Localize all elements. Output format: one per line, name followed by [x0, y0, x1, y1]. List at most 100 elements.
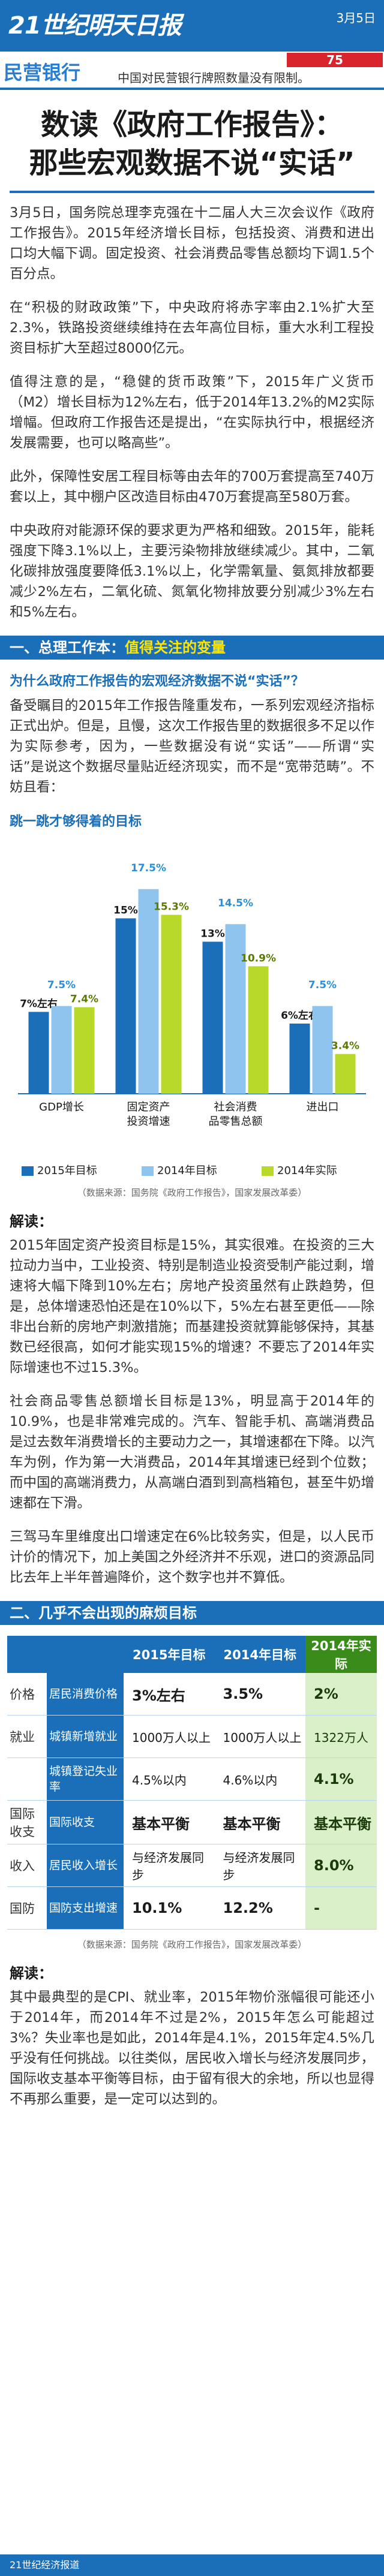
table-header-row: 2015年目标 2014年目标 2014年实际 [7, 1636, 377, 1673]
analysis-paragraph: 社会商品零售总额增长目标是13%，明显高于2014年的10.9%，也是非常难完成… [10, 1394, 374, 1511]
section-1-subheading: 为什么政府工作报告的宏观经济数据不说“实话”？ [10, 674, 304, 689]
value-2014-target: 3.5% [214, 1673, 305, 1716]
section-1-prefix: 一、总理工作本： [10, 639, 125, 656]
value-2014-target: 4.6%以内 [214, 1758, 305, 1801]
analysis-2-heading: 解读： [10, 1965, 53, 1982]
intro-paragraph: 在“积极的财政政策”下，中央政府将赤字率由2.1%扩大至2.3%，铁路投资继续维… [10, 300, 374, 356]
ad-text: 中国对民营银行牌照数量没有限制。 [118, 71, 310, 85]
value-2014-actual: - [305, 1886, 377, 1930]
bar [51, 1006, 72, 1094]
data-label: 7.5% [47, 979, 76, 991]
bar [74, 1007, 95, 1094]
value-2015-target: 10.1% [124, 1886, 215, 1930]
category-label: 固定资产投资增速 [127, 1101, 170, 1128]
value-2014-target: 12.2% [214, 1886, 305, 1930]
legend-2014-actual: 2014年实际 [262, 1162, 337, 1178]
chart-heading: 跳一跳才够得着的目标 [10, 814, 142, 829]
chart-svg: 7%左右 7.5% 7.4% GDP增长 15% 17.5% 15.3% 固定资产投资增速 13… [18, 862, 366, 1128]
bar [312, 1006, 333, 1094]
category-label: 进出口 [307, 1101, 339, 1114]
legend-label: 2015年目标 [37, 1164, 97, 1177]
data-label: 7.5% [308, 979, 337, 991]
table-row: 价格 居民消费价格 3%左右 3.5% 2% [7, 1673, 377, 1716]
row-item: 国际收支 [47, 1800, 124, 1844]
table-header-2014-target: 2014年目标 [214, 1636, 305, 1673]
analysis-paragraph: 2015年固定资产投资目标是15%，其实很难。在投资的三大拉动力当中，工业投资、… [10, 1238, 374, 1376]
title-line-2: 那些宏观数据不说“实话” [29, 146, 355, 180]
bar [138, 889, 159, 1094]
value-2014-target: 基本平衡 [214, 1800, 305, 1844]
value-2014-actual: 基本平衡 [305, 1800, 377, 1844]
legend-2015-target: 2015年目标 [22, 1162, 97, 1178]
table-row: 收入 居民收入增长 与经济发展同步 与经济发展同步 8.0% [7, 1844, 377, 1887]
row-category: 国际收支 [7, 1800, 47, 1844]
ad-banner: 民营银行 75 中国对民营银行牌照数量没有限制。 [0, 52, 384, 90]
value-2014-actual: 1322万人 [305, 1715, 377, 1758]
table-row: 就业 城镇新增就业 1000万人以上 1000万人以上 1322万人 [7, 1715, 377, 1758]
data-label: 7%左右 [20, 998, 58, 1010]
section-2-heading: 二、几乎不会出现的麻烦目标 [0, 1601, 384, 1625]
table-row: 国际收支 国际收支 基本平衡 基本平衡 基本平衡 [7, 1800, 377, 1844]
page-footer: 21世纪经济报道 [0, 2554, 384, 2576]
data-label: 15.3% [154, 901, 189, 913]
title-line-1: 数读《政府工作报告》： [40, 108, 343, 142]
issue-date: 3月5日 [336, 11, 376, 25]
newspaper-brand: 21世纪明天日报 [8, 12, 182, 40]
section-2-prefix: 二、几乎不会出现的麻烦目标 [10, 1605, 197, 1621]
data-label: 7.4% [70, 994, 98, 1006]
row-category: 价格 [7, 1673, 47, 1716]
row-item: 城镇新增就业 [47, 1715, 124, 1758]
data-label: 6%左右 [281, 1009, 319, 1022]
bar [115, 918, 136, 1094]
row-item: 居民消费价格 [47, 1673, 124, 1716]
row-item: 国防支出增速 [47, 1886, 124, 1930]
row-category [7, 1758, 47, 1801]
section-1-text: 备受瞩目的2015年工作报告隆重发布，一系列宏观经济指标正式出炉。但是，且慢，这… [10, 698, 374, 795]
value-2014-target: 与经济发展同步 [214, 1844, 305, 1887]
intro-paragraph: 3月5日，国务院总理李克强在十二届人大三次会议作《政府工作报告》。2015年经济… [10, 205, 374, 282]
analysis-paragraph: 三驾马车里维度出口增速定在6%比较务实，但是，以人民币计价的情况下，加上美国之外… [10, 1529, 374, 1585]
legend-2014-target: 2014年目标 [142, 1162, 217, 1178]
intro-paragraph: 此外，保障性安居工程目标等由去年的700万套提高至740万套以上，其中棚户区改造… [10, 469, 374, 505]
legend-label: 2014年实际 [277, 1164, 337, 1177]
table-row: 城镇登记失业率 4.5%以内 4.6%以内 4.1% [7, 1758, 377, 1801]
bar [202, 941, 223, 1094]
value-2014-target: 1000万人以上 [214, 1715, 305, 1758]
article-title: 数读《政府工作报告》： 那些宏观数据不说“实话” [0, 90, 384, 188]
analysis-1-heading: 解读： [10, 1213, 53, 1230]
intro-paragraph: 值得注意的是，“稳健的货币政策”下，2015年广义货币（M2）增长目标为12%左… [10, 374, 374, 451]
bar-chart: 7%左右 7.5% 7.4% GDP增长 15% 17.5% 15.3% 固定资产投资增速 13… [6, 836, 378, 1160]
category-label: 社会消费品零售总额 [209, 1101, 263, 1128]
bar [335, 1054, 356, 1094]
title-divider [10, 191, 374, 193]
row-category: 国防 [7, 1886, 47, 1930]
table-header-cell [47, 1636, 124, 1673]
table-row: 国防 国防支出增速 10.1% 12.2% - [7, 1886, 377, 1930]
bar [289, 1024, 310, 1094]
value-2015-target: 4.5%以内 [124, 1758, 215, 1801]
table-body: 价格 居民消费价格 3%左右 3.5% 2% 就业 城镇新增就业 1000万人以上 1000万人… [7, 1673, 377, 1930]
analysis-2-paragraph: 其中最典型的是CPI、就业率，2015年物价涨幅很可能还小于2014年，而201… [10, 1990, 374, 2107]
table-source: （数据来源：国务院《政府工作报告》，国家发展改革委） [77, 1939, 307, 1950]
row-category: 收入 [7, 1844, 47, 1887]
value-2015-target: 基本平衡 [124, 1800, 215, 1844]
data-label: 17.5% [131, 862, 166, 874]
data-label: 10.9% [241, 952, 276, 964]
table-header-cell [7, 1636, 47, 1673]
newspaper-header: 21世纪明天日报 3月5日 [0, 0, 384, 52]
targets-table: 2015年目标 2014年目标 2014年实际 价格 居民消费价格 3%左右 3.5%… [7, 1636, 377, 1930]
value-2015-target: 3%左右 [124, 1673, 215, 1716]
legend-label: 2014年目标 [157, 1164, 217, 1177]
table-header-2015-target: 2015年目标 [124, 1636, 215, 1673]
data-label: 14.5% [218, 897, 253, 909]
table-header-2014-actual: 2014年实际 [305, 1636, 377, 1673]
chart-source: （数据来源：国务院《政府工作报告》，国家发展改革委） [77, 1187, 307, 1198]
row-item: 城镇登记失业率 [47, 1758, 124, 1801]
row-category: 就业 [7, 1715, 47, 1758]
ad-number: 75 [287, 53, 383, 67]
row-item: 居民收入增长 [47, 1844, 124, 1887]
data-label: 13% [200, 928, 225, 940]
value-2014-actual: 8.0% [305, 1844, 377, 1887]
data-label: 15% [113, 905, 138, 917]
